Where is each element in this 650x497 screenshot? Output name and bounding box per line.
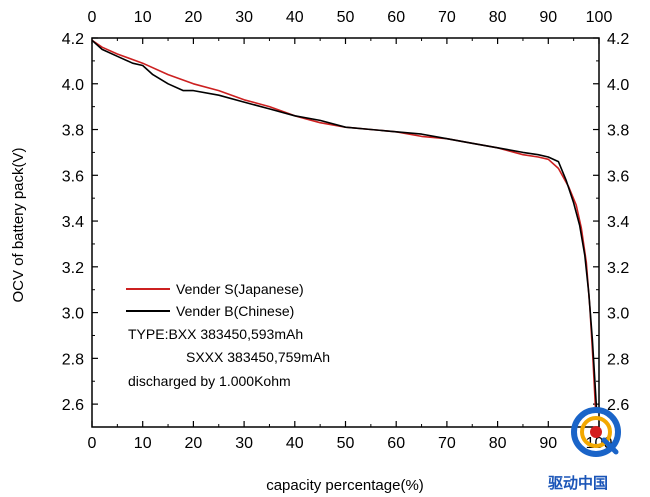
y-tick-label-right: 2.8 (607, 351, 629, 368)
watermark-logo: 驱动中国 (548, 407, 621, 492)
x-tick-label-top: 50 (337, 9, 355, 26)
x-tick-label-top: 0 (88, 9, 97, 26)
y-tick-label-right: 3.2 (607, 260, 629, 277)
y-tick-label-right: 4.0 (607, 77, 629, 94)
legend-label-vender-s: Vender S(Japanese) (176, 281, 304, 297)
x-tick-label-bottom: 60 (387, 435, 405, 452)
logo-ring-inner (580, 416, 612, 448)
x-tick-label-top: 10 (134, 9, 152, 26)
series-line-vender-s (91, 39, 597, 409)
logo-ring-outer (571, 407, 621, 457)
y-tick-label-right: 3.8 (607, 123, 629, 140)
axis-ticks: 0 0 10 10 20 20 30 30 40 40 50 50 60 60 70 70 80 80 90 90 10… (62, 9, 630, 452)
y-tick-label-right: 3.6 (607, 168, 629, 185)
x-tick-label-bottom: 80 (489, 435, 507, 452)
legend: Vender S(Japanese) Vender B(Chinese) TYP… (126, 281, 330, 389)
annotation-type-sxxx: SXXX 383450,759mAh (186, 349, 330, 365)
x-tick-label-top: 70 (438, 9, 456, 26)
y-tick-label-left: 2.8 (62, 351, 84, 368)
y-tick-label-left: 3.8 (62, 123, 84, 140)
x-tick-label-top: 90 (539, 9, 557, 26)
series-lines (91, 39, 598, 409)
watermark-text: 驱动中国 (548, 474, 608, 492)
y-tick-label-left: 4.0 (62, 77, 84, 94)
y-tick-label-left: 3.0 (62, 306, 84, 323)
x-tick-label-bottom: 30 (235, 435, 253, 452)
y-tick-label-left: 2.6 (62, 397, 84, 414)
y-tick-label-left: 4.2 (62, 31, 84, 48)
x-tick-label-bottom: 0 (88, 435, 97, 452)
y-tick-label-right: 2.6 (607, 397, 629, 414)
x-tick-label-bottom: 10 (134, 435, 152, 452)
x-tick-label-bottom: 50 (337, 435, 355, 452)
y-tick-label-right: 3.0 (607, 306, 629, 323)
x-tick-label-top: 80 (489, 9, 507, 26)
x-tick-label-top: 40 (286, 9, 304, 26)
legend-label-vender-b: Vender B(Chinese) (176, 303, 294, 319)
x-axis-title: capacity percentage(%) (266, 477, 424, 494)
annotation-type-bxx: TYPE:BXX 383450,593mAh (128, 326, 303, 342)
logo-dot (590, 426, 602, 438)
y-tick-label-right: 4.2 (607, 31, 629, 48)
annotation-discharge: discharged by 1.000Kohm (128, 373, 291, 389)
x-tick-label-top: 20 (185, 9, 203, 26)
y-tick-label-left: 3.4 (62, 214, 84, 231)
x-tick-label-bottom: 40 (286, 435, 304, 452)
logo-tail (601, 437, 619, 455)
x-tick-label-top: 30 (235, 9, 253, 26)
y-tick-label-left: 3.2 (62, 260, 84, 277)
x-tick-label-top: 60 (387, 9, 405, 26)
series-line-vender-b (91, 39, 598, 409)
x-tick-label-top: 100 (586, 9, 613, 26)
x-tick-label-bottom: 70 (438, 435, 456, 452)
y-tick-label-left: 3.6 (62, 168, 84, 185)
y-tick-label-right: 3.4 (607, 214, 629, 231)
x-tick-label-bottom: 90 (539, 435, 557, 452)
x-tick-label-bottom: 20 (185, 435, 203, 452)
y-axis-title: OCV of battery pack(V) (10, 147, 27, 302)
